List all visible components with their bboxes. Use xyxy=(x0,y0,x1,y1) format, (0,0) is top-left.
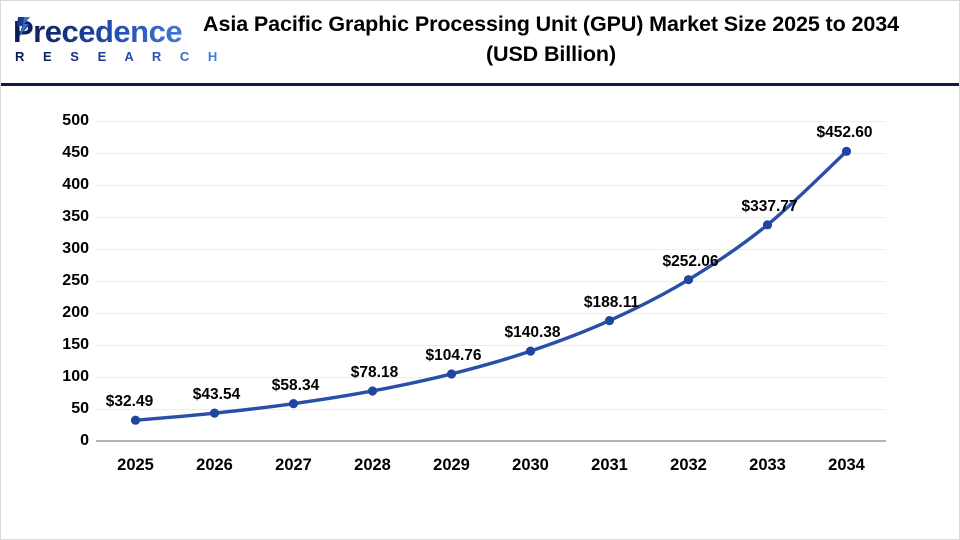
y-axis-tick-label: 450 xyxy=(62,144,89,161)
precedence-research-logo: Precedence R E S E A R C H xyxy=(13,15,217,69)
x-axis-tick-label: 2029 xyxy=(433,456,470,474)
data-point-marker xyxy=(604,316,615,326)
gridline xyxy=(96,249,886,250)
x-axis-tick-labels: 2025 2026 2027 2028 2029 2030 2031 2032 2033 2034 xyxy=(96,455,886,479)
data-point-label: $32.49 xyxy=(105,393,154,411)
y-axis-tick-label: 500 xyxy=(62,112,89,129)
y-axis-tick-label: 200 xyxy=(62,304,89,321)
series-line xyxy=(133,149,849,422)
x-axis-tick-label: 2028 xyxy=(354,456,391,474)
data-point-marker xyxy=(367,386,378,396)
data-point-marker xyxy=(209,408,220,418)
gridline xyxy=(96,313,886,314)
x-axis-tick-label: 2027 xyxy=(275,456,312,474)
page-title: Asia Pacific Graphic Processing Unit (GP… xyxy=(203,12,899,66)
y-axis-tick-label: 400 xyxy=(62,176,89,193)
y-axis-tick-label: 100 xyxy=(62,368,89,385)
y-axis-tick-label: 50 xyxy=(71,400,89,417)
x-axis-tick-label: 2025 xyxy=(117,456,154,474)
data-point-label: $188.11 xyxy=(583,293,640,311)
gridline xyxy=(96,153,886,154)
gridline xyxy=(96,185,886,186)
data-point-marker xyxy=(446,369,457,379)
data-point-label: $58.34 xyxy=(271,376,320,394)
gridline xyxy=(96,281,886,282)
y-axis-tick-label: 150 xyxy=(62,336,89,353)
x-axis-tick-label: 2033 xyxy=(749,456,786,474)
y-axis-tick-labels: 500 450 400 350 300 250 200 150 100 50 0 xyxy=(21,113,89,449)
x-axis-tick-label: 2031 xyxy=(591,456,628,474)
data-point-label: $78.18 xyxy=(350,363,399,381)
logo-subtext: R E S E A R C H xyxy=(15,49,225,64)
data-point-label: $104.76 xyxy=(425,346,482,364)
chart-header: Precedence R E S E A R C H Asia Pacific … xyxy=(1,1,959,86)
x-axis-tick-label: 2032 xyxy=(670,456,707,474)
gridline xyxy=(96,345,886,346)
line-series xyxy=(130,146,852,425)
y-axis-tick-label: 350 xyxy=(62,208,89,225)
x-axis-tick-label: 2030 xyxy=(512,456,549,474)
data-point-marker xyxy=(288,399,299,409)
logo-wordmark: Precedence xyxy=(13,14,183,49)
data-point-marker xyxy=(762,220,773,230)
x-axis-tick-label: 2026 xyxy=(196,456,233,474)
data-point-marker xyxy=(683,275,694,285)
plot-area: $32.49 $43.54 $58.34 $78.18 $104.76 $140.38 $1… xyxy=(96,121,886,442)
data-point-label: $252.06 xyxy=(662,252,719,270)
precedence-leaf-mark xyxy=(17,17,30,37)
data-point-marker xyxy=(841,146,852,156)
data-point-label: $337.77 xyxy=(741,197,798,215)
x-axis-tick-label: 2034 xyxy=(828,456,865,474)
x-axis-baseline xyxy=(96,440,886,442)
y-axis-tick-label: 300 xyxy=(62,240,89,257)
gridline xyxy=(96,377,886,378)
data-point-label: $452.60 xyxy=(816,124,873,142)
chart-body: 500 450 400 350 300 250 200 150 100 50 0 $32.49 $43… xyxy=(1,87,959,539)
y-axis-tick-label: 0 xyxy=(80,432,89,449)
gridline xyxy=(96,409,886,410)
data-point-marker xyxy=(525,346,536,356)
data-point-marker xyxy=(130,415,141,425)
gridline xyxy=(96,217,886,218)
gridline xyxy=(96,121,886,122)
y-axis-tick-label: 250 xyxy=(62,272,89,289)
data-point-label: $140.38 xyxy=(504,324,561,342)
data-point-label: $43.54 xyxy=(192,386,241,404)
